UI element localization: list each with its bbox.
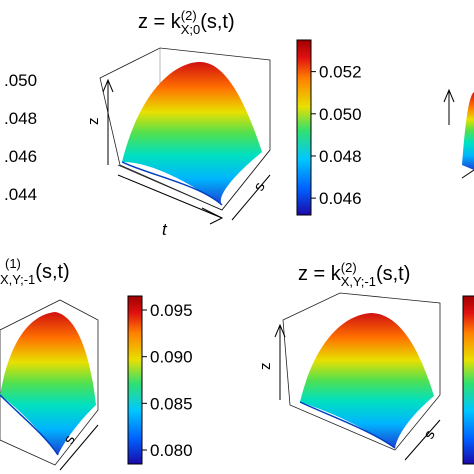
colorbar-2: 0.095 0.090 0.085 0.080 xyxy=(127,295,193,465)
x-axis-label: t xyxy=(162,220,168,239)
z-axis-label: z xyxy=(85,118,102,126)
tick-label: 0.048 xyxy=(319,147,362,166)
chart-title: z = k(2) X,Y;-1(s,t) xyxy=(298,260,410,289)
colorbar-gradient xyxy=(127,295,143,465)
surface-plot-1: t z s xyxy=(85,47,271,239)
panel-3: z = k(2) X,Y;-1(s,t) z s xyxy=(257,260,474,465)
surface-plot-3: z s xyxy=(257,292,441,461)
partial-surface-right xyxy=(443,88,474,179)
chart-title: z = k(2) X;0(s,t) xyxy=(138,8,235,37)
panel-1: z = k(2) X;0(s,t) t z s 0.0520.0500.0480.… xyxy=(85,8,362,239)
colorbar-1: 0.052 0.050 0.048 0.046 xyxy=(296,39,362,216)
colorbar-gradient xyxy=(462,295,474,465)
tick-label: 0.090 xyxy=(150,348,193,367)
tick-label: .050 xyxy=(4,71,37,90)
tick-label: 0.085 xyxy=(150,394,193,413)
tick-label: 0.050 xyxy=(319,105,362,124)
tick-label: .048 xyxy=(4,109,37,128)
tick-label: 0.080 xyxy=(150,441,193,460)
tick-label: 0.095 xyxy=(150,301,193,320)
colorbar-gradient xyxy=(296,39,312,216)
panel-2: (1) X,Y;-1(s,t) s 0.095 0.090 0.085 0.080 xyxy=(0,256,193,471)
tick-label: .044 xyxy=(4,185,37,204)
y-axis-label: s xyxy=(250,180,269,194)
tick-label: 0.052 xyxy=(319,63,362,82)
z-axis-label: z xyxy=(257,363,274,371)
surface-plot-2: s xyxy=(0,299,99,471)
partial-colorbar-left: .050 .048 .046 .044 xyxy=(4,71,37,204)
tick-label: 0.046 xyxy=(319,189,362,208)
tick-label: .046 xyxy=(4,147,37,166)
chart-title: (1) X,Y;-1(s,t) xyxy=(0,256,70,287)
